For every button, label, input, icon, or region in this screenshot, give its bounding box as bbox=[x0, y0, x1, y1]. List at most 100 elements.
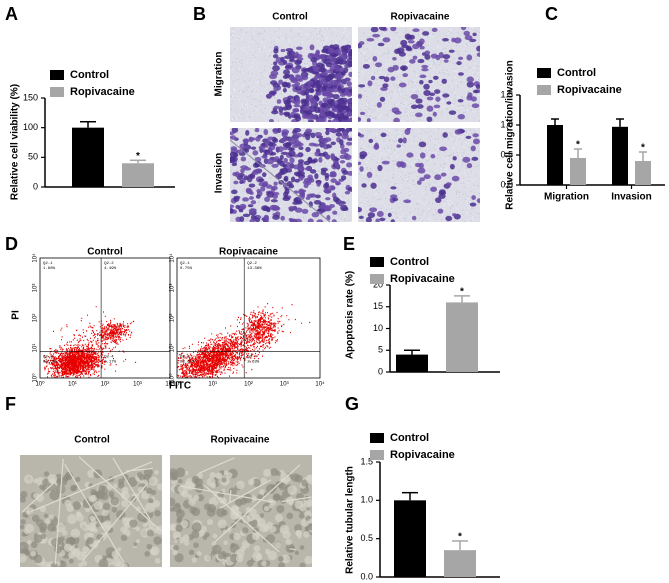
image-texture bbox=[336, 172, 338, 174]
image-texture bbox=[243, 105, 245, 107]
image-texture bbox=[313, 37, 315, 39]
image-texture bbox=[358, 137, 360, 139]
image-texture bbox=[317, 27, 319, 29]
image-texture bbox=[433, 183, 435, 185]
image-texture bbox=[478, 27, 480, 29]
image-texture bbox=[371, 206, 373, 208]
image-texture bbox=[359, 49, 361, 51]
image-texture bbox=[239, 156, 241, 158]
image-texture bbox=[441, 38, 443, 40]
cell bbox=[458, 56, 464, 61]
image-texture bbox=[307, 33, 309, 35]
image-texture bbox=[412, 112, 414, 114]
image-texture bbox=[368, 101, 370, 103]
image-texture bbox=[251, 165, 253, 167]
image-texture bbox=[261, 161, 263, 163]
image-texture bbox=[441, 214, 443, 216]
image-texture bbox=[244, 219, 246, 221]
image-texture bbox=[453, 184, 455, 186]
image-texture bbox=[233, 30, 235, 32]
image-texture bbox=[457, 54, 459, 56]
image-texture bbox=[430, 160, 432, 162]
cell bbox=[340, 175, 347, 181]
image-texture bbox=[360, 161, 362, 163]
image-texture bbox=[398, 135, 400, 137]
image-texture bbox=[351, 168, 352, 170]
cell bbox=[242, 213, 251, 218]
cell bbox=[50, 562, 58, 567]
image-texture bbox=[387, 74, 389, 76]
cell bbox=[335, 132, 343, 137]
image-texture bbox=[471, 27, 473, 29]
image-texture bbox=[451, 37, 453, 39]
image-texture bbox=[359, 185, 361, 187]
image-texture bbox=[397, 154, 399, 156]
image-texture bbox=[289, 118, 291, 120]
image-texture bbox=[432, 83, 434, 85]
image-texture bbox=[453, 106, 455, 108]
image-texture bbox=[246, 59, 248, 61]
cell bbox=[338, 67, 345, 73]
image-texture bbox=[422, 120, 424, 122]
image-texture bbox=[259, 118, 261, 120]
image-texture bbox=[423, 210, 425, 212]
image-texture bbox=[440, 96, 442, 98]
cell bbox=[320, 137, 328, 144]
image-texture bbox=[479, 170, 480, 172]
image-texture bbox=[371, 182, 373, 184]
image-texture bbox=[451, 75, 453, 77]
image-texture bbox=[445, 47, 447, 49]
image-texture bbox=[479, 214, 480, 216]
image-texture bbox=[257, 198, 259, 200]
image-texture bbox=[413, 89, 415, 91]
cell bbox=[323, 82, 329, 86]
image-texture bbox=[379, 164, 381, 166]
image-texture bbox=[319, 29, 321, 31]
image-texture bbox=[435, 186, 437, 188]
image-texture bbox=[448, 69, 450, 71]
image-texture bbox=[295, 35, 297, 37]
image-texture bbox=[404, 110, 406, 112]
image-texture bbox=[258, 149, 260, 151]
image-texture bbox=[465, 66, 467, 68]
image-texture bbox=[410, 93, 412, 95]
image-texture bbox=[250, 104, 252, 106]
image-texture bbox=[462, 156, 464, 158]
image-texture bbox=[440, 219, 442, 221]
image-texture bbox=[372, 197, 374, 199]
image-texture bbox=[413, 52, 415, 54]
image-texture bbox=[346, 34, 348, 36]
image-texture bbox=[249, 207, 251, 209]
cell bbox=[476, 198, 480, 204]
cell bbox=[309, 169, 317, 174]
image-texture bbox=[310, 36, 312, 38]
cell bbox=[135, 539, 140, 544]
image-texture bbox=[259, 33, 261, 35]
image-texture bbox=[259, 82, 261, 84]
cell bbox=[234, 498, 243, 507]
image-texture bbox=[393, 85, 395, 87]
image-texture bbox=[405, 100, 407, 102]
image-texture bbox=[470, 159, 472, 161]
cell bbox=[432, 111, 437, 117]
image-texture bbox=[234, 88, 236, 90]
image-texture bbox=[444, 177, 446, 179]
image-texture bbox=[416, 78, 418, 80]
image-texture bbox=[302, 150, 304, 152]
image-texture bbox=[243, 33, 245, 35]
image-texture bbox=[476, 164, 478, 166]
image-texture bbox=[373, 40, 375, 42]
image-texture bbox=[455, 142, 457, 144]
image-texture bbox=[477, 79, 479, 81]
image-texture bbox=[318, 188, 320, 190]
image-texture bbox=[457, 165, 459, 167]
image-texture bbox=[456, 196, 458, 198]
cell bbox=[472, 133, 479, 138]
image-texture bbox=[379, 85, 381, 87]
image-texture bbox=[315, 193, 317, 195]
cell bbox=[243, 138, 249, 145]
image-texture bbox=[380, 184, 382, 186]
image-texture bbox=[260, 95, 262, 97]
image-texture bbox=[473, 131, 475, 133]
cell bbox=[464, 35, 473, 41]
